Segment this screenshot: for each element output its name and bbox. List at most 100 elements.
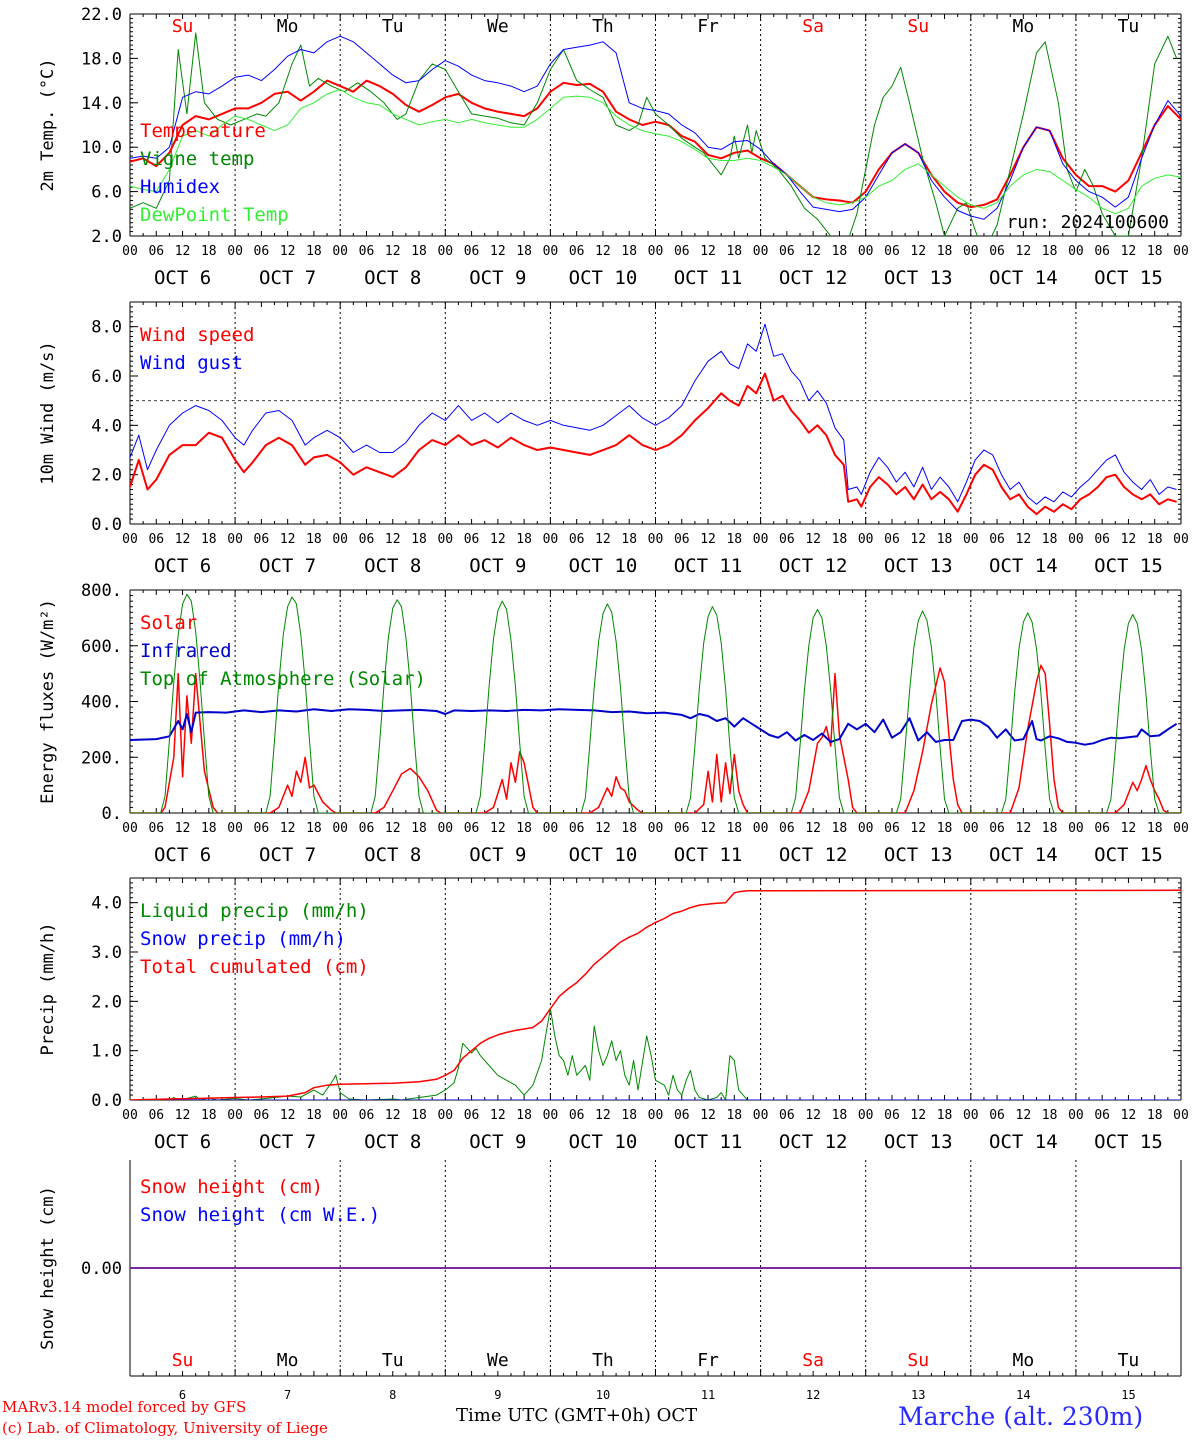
legend-entry: Total cumulated (cm) <box>140 956 369 978</box>
x-hour-label: 18 <box>201 821 217 836</box>
x-day-label: OCT 10 <box>569 1131 638 1153</box>
x-day-label: OCT 9 <box>469 1131 526 1153</box>
y-tick-label: 6.0 <box>91 367 122 387</box>
station-name: Marche (alt. 230m) <box>898 1402 1144 1431</box>
x-hour-label: 06 <box>569 1108 585 1123</box>
weekday-label: Su <box>907 1350 929 1371</box>
x-hour-label: 06 <box>254 1108 270 1123</box>
x-hour-label: 12 <box>280 821 296 836</box>
legend-entry: Vigne temp <box>140 148 254 170</box>
x-day-label: OCT 11 <box>674 267 743 289</box>
day-number-label: 8 <box>389 1388 396 1402</box>
weekday-label: Mo <box>277 16 299 37</box>
x-day-label: OCT 14 <box>989 1131 1058 1153</box>
x-hour-label: 06 <box>359 532 375 547</box>
x-hour-label: 06 <box>359 821 375 836</box>
x-hour-label: 06 <box>359 244 375 259</box>
x-day-label: OCT 6 <box>154 1131 211 1153</box>
panel-4: 0.0 1.0 2.0 3.0 4.0 Precip (mm/h) 00 06 12 18 00 06… <box>38 877 1189 1153</box>
x-hour-label: 12 <box>1016 244 1032 259</box>
x-hour-label: 06 <box>989 1108 1005 1123</box>
x-hour-label: 06 <box>148 532 164 547</box>
x-hour-label: 00 <box>753 244 769 259</box>
x-day-label: OCT 8 <box>364 267 421 289</box>
x-day-label: OCT 13 <box>884 844 953 866</box>
x-hour-label: 18 <box>937 821 953 836</box>
x-day-label: OCT 7 <box>259 555 316 577</box>
x-hour-label: 18 <box>937 1108 953 1123</box>
y-tick-label: 2.0 <box>91 992 122 1012</box>
x-day-label: OCT 15 <box>1094 555 1163 577</box>
x-hour-label: 18 <box>937 532 953 547</box>
x-hour-label: 18 <box>1042 1108 1058 1123</box>
x-hour-label: 00 <box>332 1108 348 1123</box>
x-hour-label: 18 <box>306 244 322 259</box>
y-axis-label: 10m Wind (m/s) <box>38 341 58 484</box>
legend-entry: Wind gust <box>140 352 243 374</box>
x-day-label: OCT 12 <box>779 844 848 866</box>
x-hour-label: 00 <box>648 532 664 547</box>
x-hour-label: 12 <box>1016 532 1032 547</box>
x-hour-label: 06 <box>254 532 270 547</box>
x-day-label: OCT 7 <box>259 844 316 866</box>
series-line <box>130 79 1181 209</box>
x-hour-label: 12 <box>805 532 821 547</box>
series-line <box>130 593 1181 813</box>
series-line <box>130 35 1181 220</box>
y-tick-label: 4.0 <box>91 894 122 914</box>
x-day-label: OCT 10 <box>569 267 638 289</box>
series-line <box>130 708 1178 746</box>
x-hour-label: 06 <box>1094 1108 1110 1123</box>
x-hour-label: 18 <box>1147 244 1163 259</box>
x-hour-label: 00 <box>648 1108 664 1123</box>
x-hour-label: 12 <box>280 244 296 259</box>
x-hour-label: 00 <box>437 532 453 547</box>
series-line <box>130 323 1177 505</box>
x-hour-label: 12 <box>1121 244 1137 259</box>
x-day-label: OCT 12 <box>779 1131 848 1153</box>
y-tick-label: 0.0 <box>91 1091 122 1111</box>
series-line <box>130 889 1181 1100</box>
x-hour-label: 12 <box>700 821 716 836</box>
y-tick-label: 400. <box>81 693 122 713</box>
x-hour-label: 18 <box>411 1108 427 1123</box>
x-hour-label: 00 <box>963 1108 979 1123</box>
run-label: run: 2024100600 <box>1006 212 1169 233</box>
x-hour-label: 18 <box>726 244 742 259</box>
x-hour-label: 00 <box>332 532 348 547</box>
x-hour-label: 06 <box>569 532 585 547</box>
x-hour-label: 06 <box>254 821 270 836</box>
x-hour-label: 18 <box>306 532 322 547</box>
x-hour-label: 00 <box>332 244 348 259</box>
x-hour-label: 12 <box>280 1108 296 1123</box>
x-day-label: OCT 15 <box>1094 1131 1163 1153</box>
x-hour-label: 18 <box>1147 821 1163 836</box>
weekday-label: Su <box>172 1350 194 1371</box>
x-hour-label: 12 <box>385 532 401 547</box>
x-hour-label: 00 <box>648 244 664 259</box>
x-hour-label: 06 <box>569 244 585 259</box>
x-day-label: OCT 13 <box>884 555 953 577</box>
x-hour-label: 12 <box>700 244 716 259</box>
x-hour-label: 00 <box>543 244 559 259</box>
x-day-label: OCT 10 <box>569 844 638 866</box>
x-hour-label: 18 <box>1042 821 1058 836</box>
panel-5: 0.00 Snow height (cm) Su Mo Tu We Th Fr Sa Su Mo Tu… <box>38 1160 1182 1402</box>
x-hour-label: 06 <box>254 244 270 259</box>
x-hour-label: 00 <box>1068 821 1084 836</box>
x-day-label: OCT 9 <box>469 267 526 289</box>
day-number-label: 12 <box>806 1388 820 1402</box>
x-day-label: OCT 15 <box>1094 844 1163 866</box>
legend-entry: Liquid precip (mm/h) <box>140 900 369 922</box>
x-hour-label: 12 <box>385 244 401 259</box>
x-day-label: OCT 7 <box>259 267 316 289</box>
y-tick-label: 1.0 <box>91 1042 122 1062</box>
x-hour-label: 12 <box>175 532 191 547</box>
x-hour-label: 00 <box>858 532 874 547</box>
y-axis-label: Precip (mm/h) <box>38 922 58 1055</box>
day-number-label: 9 <box>494 1388 501 1402</box>
x-hour-label: 00 <box>543 1108 559 1123</box>
legend-entry: Snow precip (mm/h) <box>140 928 346 950</box>
x-hour-label: 18 <box>306 1108 322 1123</box>
x-day-label: OCT 8 <box>364 1131 421 1153</box>
